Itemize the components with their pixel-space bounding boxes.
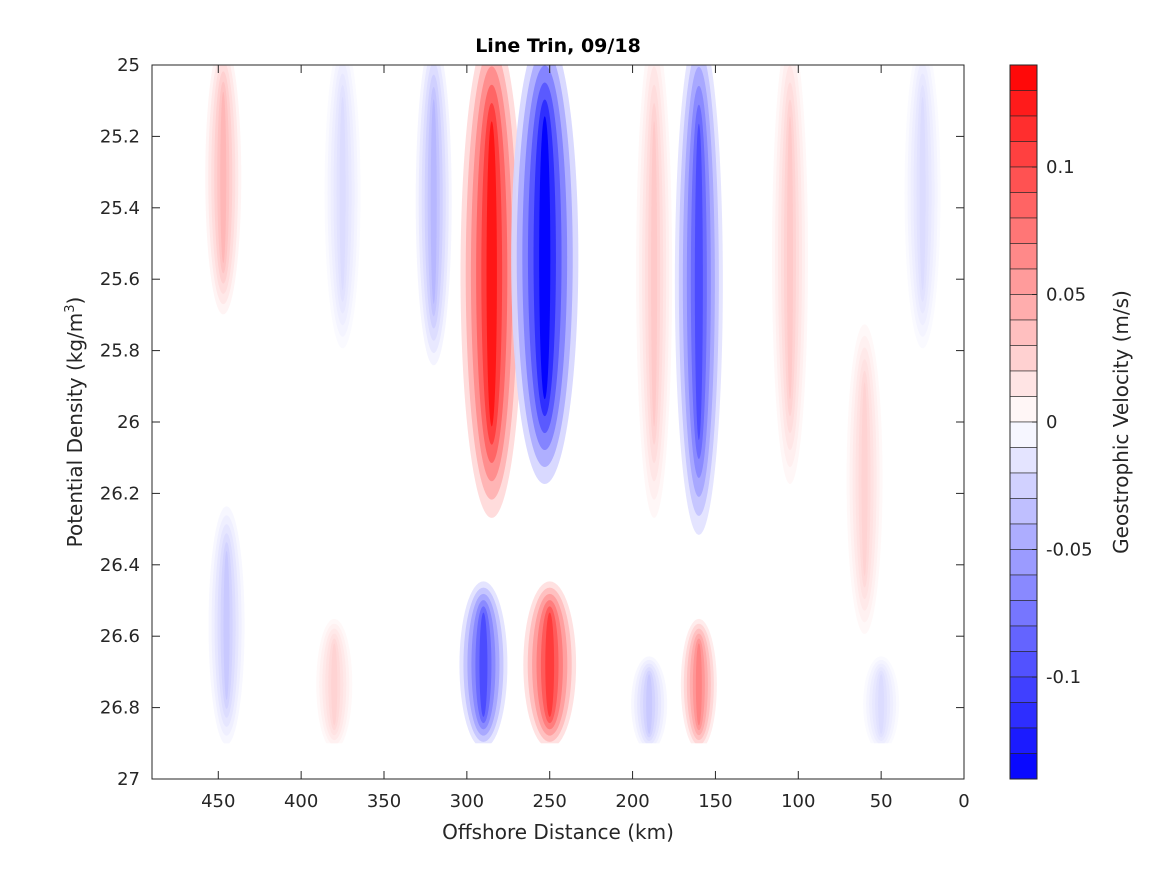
colorbar [1009,64,1038,780]
y-tick-label: 26.2 [100,483,140,504]
colorbar-level [1009,702,1038,729]
contour-level [787,116,793,400]
y-tick-label: 26.6 [100,626,140,647]
contour-level [220,91,227,264]
velocity-feature [674,65,723,535]
contour-level [651,121,658,427]
colorbar-level [1009,523,1038,550]
x-tick-label: 100 [781,791,815,812]
colorbar-level [1009,574,1038,601]
velocity-feature [205,65,242,315]
no-data-region [152,743,964,779]
colorbar-level [1009,268,1038,295]
colorbar-level [1009,600,1038,627]
contour-level [331,643,338,726]
colorbar-tick-label: -0.05 [1046,540,1093,561]
velocity-feature [511,65,579,484]
colorbar-ticks: 0.1 0.05 0 -0.05 -0.1 [1032,157,1093,688]
y-axis-label: Potential Density (kg/m3) [63,297,87,548]
x-axis-label: Offshore Distance (km) [442,820,674,844]
y-tick-label: 25 [117,55,140,76]
colorbar-level [1009,64,1038,91]
colorbar-level [1009,625,1038,652]
x-tick-label: 300 [450,791,484,812]
contour-level [694,123,703,440]
x-tick-label: 350 [367,791,401,812]
colorbar-level [1009,472,1038,499]
colorbar-level [1009,90,1038,117]
x-tick-label: 0 [958,791,969,812]
colorbar-tick-label: -0.1 [1046,667,1081,688]
colorbar-level [1009,676,1038,703]
velocity-feature [415,65,452,366]
chart-title: Line Trin, 09/18 [475,35,641,57]
velocity-feature [631,656,668,752]
colorbar-level [1009,345,1038,372]
contour-level [486,121,497,427]
x-tick-label: 250 [533,791,567,812]
colorbar-level [1009,294,1038,321]
contour-level [545,612,555,717]
colorbar-level [1009,447,1038,474]
x-tick-label: 50 [870,791,893,812]
colorbar-level [1009,753,1038,780]
colorbar-level [1009,115,1038,142]
x-tick-label: 400 [284,791,318,812]
x-tick-label: 150 [698,791,732,812]
colorbar-tick-label: 0 [1046,412,1057,433]
x-tick-label: 200 [615,791,649,812]
y-tick-label: 27 [117,769,140,790]
colorbar-label: Geostrophic Velocity (m/s) [1109,290,1133,554]
velocity-feature [316,618,353,750]
contour-level [646,674,653,734]
velocity-feature [680,618,717,750]
colorbar-level [1009,243,1038,270]
colorbar-tick-label: 0.05 [1046,285,1086,306]
velocity-feature [772,65,808,484]
contour-level [861,382,868,576]
velocity-feature [208,506,245,745]
velocity-feature [846,324,883,634]
velocity-feature [460,65,523,518]
colorbar-level [1009,421,1038,448]
y-tick-label: 25.2 [100,126,140,147]
colorbar-level [1009,141,1038,168]
contour-level [539,116,551,400]
contour-level [430,99,437,304]
colorbar-level [1009,727,1038,754]
colorbar-level [1009,319,1038,346]
velocity-feature [324,65,361,349]
colorbar-level [1009,370,1038,397]
contour-level [223,551,230,700]
y-tick-label: 25.4 [100,198,140,219]
contour-level [919,96,926,291]
contour-level [479,612,488,717]
colorbar-level [1009,549,1038,576]
y-axis: 25 25.2 25.4 25.6 25.8 26 26.2 26.4 26.6 26.8 27 [100,55,964,790]
contour-level [878,674,885,734]
x-tick-label: 450 [201,791,235,812]
y-tick-label: 26.4 [100,555,140,576]
velocity-feature [863,656,900,752]
colorbar-level [1009,192,1038,219]
velocity-feature [459,581,508,749]
x-axis: 450 400 350 300 250 200 150 100 50 0 [201,65,970,812]
colorbar-level [1009,166,1038,193]
contour-level [339,96,346,291]
velocity-feature [636,65,673,518]
colorbar-level [1009,651,1038,678]
contour-level [695,643,702,726]
y-tick-label: 26.8 [100,698,140,719]
velocity-contours [205,65,941,752]
colorbar-level [1009,396,1038,423]
y-tick-label: 26 [117,412,140,433]
colorbar-level [1009,498,1038,525]
colorbar-tick-label: 0.1 [1046,157,1075,178]
colorbar-level [1009,217,1038,244]
y-tick-label: 25.6 [100,269,140,290]
velocity-feature [523,581,577,749]
y-tick-label: 25.8 [100,341,140,362]
velocity-feature [904,65,941,349]
